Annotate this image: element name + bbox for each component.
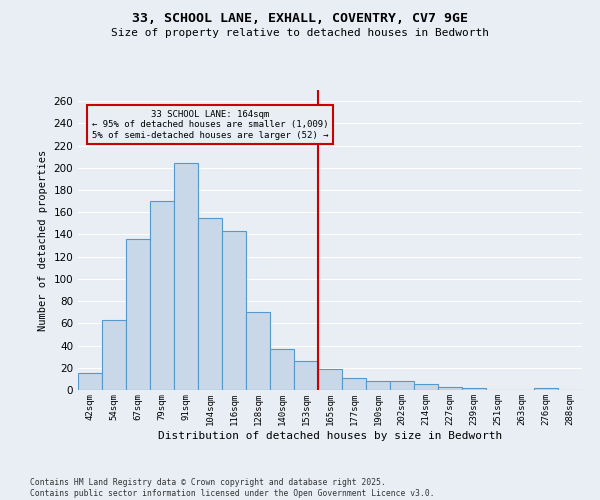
Bar bbox=[270, 349, 294, 390]
Bar bbox=[318, 369, 342, 390]
Text: 33, SCHOOL LANE, EXHALL, COVENTRY, CV7 9GE: 33, SCHOOL LANE, EXHALL, COVENTRY, CV7 9… bbox=[132, 12, 468, 26]
Bar bbox=[126, 239, 150, 390]
Bar bbox=[150, 201, 174, 390]
Bar bbox=[246, 312, 270, 390]
Bar bbox=[222, 231, 246, 390]
Bar bbox=[174, 164, 198, 390]
Bar bbox=[534, 388, 558, 390]
Y-axis label: Number of detached properties: Number of detached properties bbox=[38, 150, 48, 330]
Bar bbox=[78, 374, 102, 390]
Text: Size of property relative to detached houses in Bedworth: Size of property relative to detached ho… bbox=[111, 28, 489, 38]
X-axis label: Distribution of detached houses by size in Bedworth: Distribution of detached houses by size … bbox=[158, 430, 502, 440]
Bar bbox=[198, 218, 222, 390]
Bar bbox=[462, 388, 486, 390]
Text: 33 SCHOOL LANE: 164sqm
← 95% of detached houses are smaller (1,009)
5% of semi-d: 33 SCHOOL LANE: 164sqm ← 95% of detached… bbox=[92, 110, 328, 140]
Bar bbox=[294, 361, 318, 390]
Bar bbox=[366, 381, 390, 390]
Bar bbox=[342, 378, 366, 390]
Bar bbox=[438, 386, 462, 390]
Bar bbox=[414, 384, 438, 390]
Bar bbox=[390, 381, 414, 390]
Text: Contains HM Land Registry data © Crown copyright and database right 2025.
Contai: Contains HM Land Registry data © Crown c… bbox=[30, 478, 434, 498]
Bar bbox=[102, 320, 126, 390]
